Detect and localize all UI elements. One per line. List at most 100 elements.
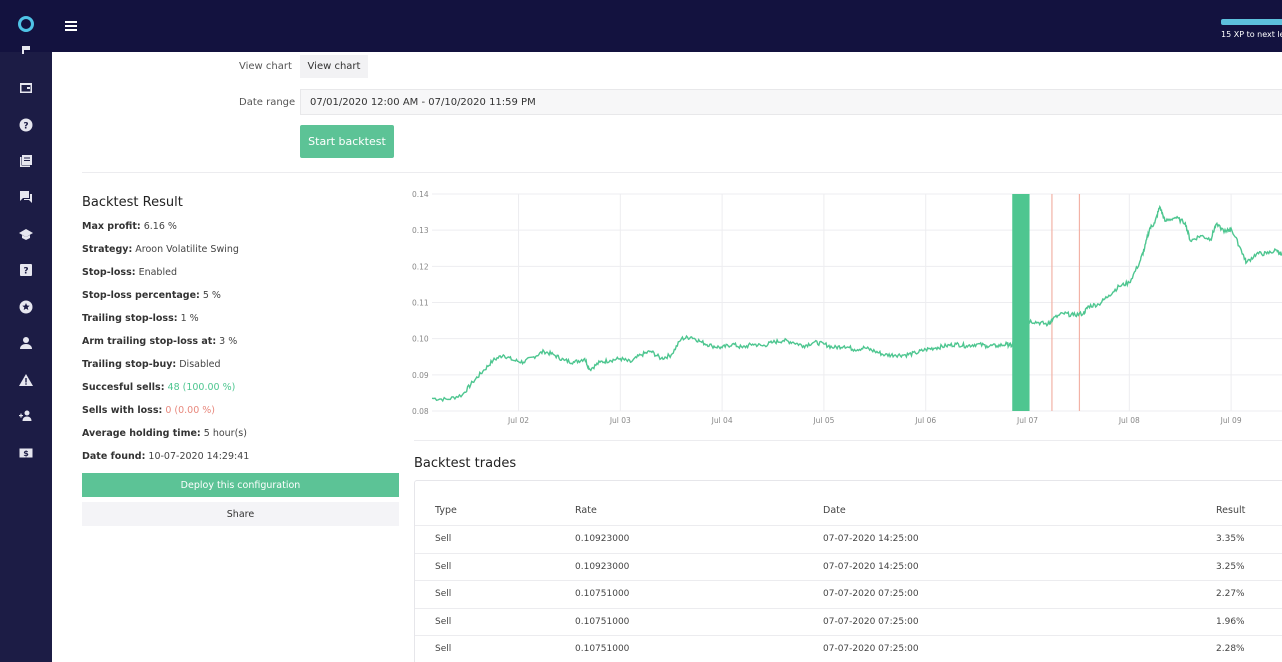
result-label: Arm trailing stop-loss at: <box>82 336 217 347</box>
y-tick-label: 0.09 <box>412 371 429 380</box>
result-row: Arm trailing stop-loss at: 3 % <box>82 336 237 347</box>
dollar-icon[interactable]: $ <box>19 446 33 460</box>
x-tick-label: Jul 02 <box>507 416 529 425</box>
xp-progress-text: 15 XP to next level <box>1221 30 1282 39</box>
x-tick-label: Jul 05 <box>812 416 834 425</box>
y-tick-label: 0.13 <box>412 226 429 235</box>
table-row[interactable]: Sell 0.10923000 07-07-2020 14:25:00 3.35% <box>415 525 1282 552</box>
star-circle-icon[interactable] <box>19 300 33 314</box>
result-row: Stop-loss: Enabled <box>82 267 177 278</box>
x-tick-label: Jul 04 <box>711 416 733 425</box>
table-row[interactable]: Sell 0.10923000 07-07-2020 14:25:00 3.25% <box>415 552 1282 580</box>
x-tick-label: Jul 08 <box>1118 416 1140 425</box>
main-content: View chart View chart Date range Start b… <box>52 52 1282 662</box>
result-value: 5 hour(s) <box>203 428 247 439</box>
result-value: 5 % <box>202 290 221 301</box>
share-button[interactable]: Share <box>82 502 399 526</box>
section-divider <box>82 172 1282 173</box>
cell-result: 1.96% <box>1216 616 1245 627</box>
result-label: Sells with loss: <box>82 405 163 416</box>
table-row[interactable]: Sell 0.10751000 07-07-2020 07:25:00 1.96% <box>415 607 1282 635</box>
result-value: Enabled <box>138 267 177 278</box>
top-bar: 15 XP to next level <box>0 0 1282 52</box>
date-range-input[interactable] <box>300 89 1282 115</box>
result-label: Date found: <box>82 451 146 462</box>
start-backtest-button[interactable]: Start backtest <box>300 125 394 158</box>
cell-rate: 0.10751000 <box>575 589 630 599</box>
result-value: 6.16 % <box>143 221 177 232</box>
users-add-icon[interactable] <box>19 409 33 423</box>
x-tick-label: Jul 06 <box>914 416 936 425</box>
x-tick-label: Jul 09 <box>1220 416 1242 425</box>
cell-type: Sell <box>435 534 452 544</box>
cell-type: Sell <box>435 616 452 627</box>
cell-date: 07-07-2020 07:25:00 <box>823 644 919 654</box>
result-label: Strategy: <box>82 244 133 255</box>
cell-rate: 0.10751000 <box>575 616 630 627</box>
cell-date: 07-07-2020 14:25:00 <box>823 534 919 544</box>
x-tick-label: Jul 03 <box>609 416 631 425</box>
result-value: Aroon Volatilite Swing <box>135 244 239 255</box>
result-label: Trailing stop-buy: <box>82 359 177 370</box>
result-label: Average holding time: <box>82 428 201 439</box>
view-chart-button[interactable]: View chart <box>300 55 368 78</box>
graduation-cap-icon[interactable] <box>19 227 33 241</box>
price-chart: 0.14 0.13 0.12 0.11 0.10 0.09 0.08 Jul 02 Jul 03… <box>412 190 1282 425</box>
logo-icon[interactable] <box>18 16 34 32</box>
column-header-rate: Rate <box>575 505 597 516</box>
backtest-highlight-band <box>1012 194 1030 411</box>
warning-icon[interactable] <box>19 373 33 387</box>
trades-table: Type Rate Date Result Sell 0.10923000 07-0… <box>414 480 1282 662</box>
cell-rate: 0.10923000 <box>575 561 630 572</box>
column-header-date: Date <box>823 505 846 516</box>
column-header-result: Result <box>1216 505 1246 516</box>
y-tick-label: 0.10 <box>412 335 429 344</box>
wallet-icon[interactable] <box>19 81 33 95</box>
y-tick-label: 0.14 <box>412 190 429 199</box>
flag-icon[interactable] <box>19 46 33 60</box>
cell-result: 2.27% <box>1216 589 1245 599</box>
user-icon[interactable] <box>19 336 33 350</box>
result-label: Succesful sells: <box>82 382 165 393</box>
cell-date: 07-07-2020 07:25:00 <box>823 589 919 599</box>
cell-type: Sell <box>435 561 452 572</box>
menu-icon[interactable] <box>65 21 77 31</box>
result-label: Trailing stop-loss: <box>82 313 178 324</box>
table-row[interactable]: Sell 0.10751000 07-07-2020 07:25:00 2.27% <box>415 580 1282 607</box>
view-chart-label: View chart <box>239 61 292 72</box>
book-icon[interactable] <box>19 154 33 168</box>
result-row: Sells with loss: 0 (0.00 %) <box>82 405 215 416</box>
result-row: Date found: 10-07-2020 14:29:41 <box>82 451 249 462</box>
result-value: 0 (0.00 %) <box>165 405 216 416</box>
result-row: Max profit: 6.16 % <box>82 221 177 232</box>
y-tick-label: 0.08 <box>412 407 429 416</box>
result-row: Trailing stop-loss: 1 % <box>82 313 199 324</box>
price-series-line <box>431 204 1282 403</box>
xp-progress-bar <box>1221 19 1282 25</box>
y-tick-label: 0.12 <box>412 262 429 271</box>
help-circle-icon[interactable]: ? <box>19 118 33 132</box>
cell-result: 3.35% <box>1216 534 1245 544</box>
cell-date: 07-07-2020 14:25:00 <box>823 561 919 572</box>
svg-text:?: ? <box>23 267 28 277</box>
cell-result: 3.25% <box>1216 561 1245 572</box>
cell-result: 2.28% <box>1216 644 1245 654</box>
column-header-type: Type <box>435 505 457 516</box>
table-row[interactable]: Sell 0.10751000 07-07-2020 07:25:00 2.28% <box>415 635 1282 662</box>
result-value: Disabled <box>179 359 221 370</box>
result-value: 48 (100.00 %) <box>167 382 236 393</box>
cell-type: Sell <box>435 644 452 654</box>
result-value: 3 % <box>219 336 238 347</box>
question-square-icon[interactable]: ? <box>19 263 33 277</box>
cell-date: 07-07-2020 07:25:00 <box>823 616 919 627</box>
date-range-label: Date range <box>239 97 296 108</box>
y-tick-label: 0.11 <box>412 299 429 308</box>
result-row: Succesful sells: 48 (100.00 %) <box>82 382 235 393</box>
svg-text:?: ? <box>23 122 28 132</box>
chat-icon[interactable] <box>19 190 33 204</box>
backtest-trades-title: Backtest trades <box>414 456 517 471</box>
backtest-result-title: Backtest Result <box>82 195 183 210</box>
result-row: Average holding time: 5 hour(s) <box>82 428 247 439</box>
deploy-configuration-button[interactable]: Deploy this configuration <box>82 473 399 497</box>
x-tick-label: Jul 07 <box>1016 416 1038 425</box>
